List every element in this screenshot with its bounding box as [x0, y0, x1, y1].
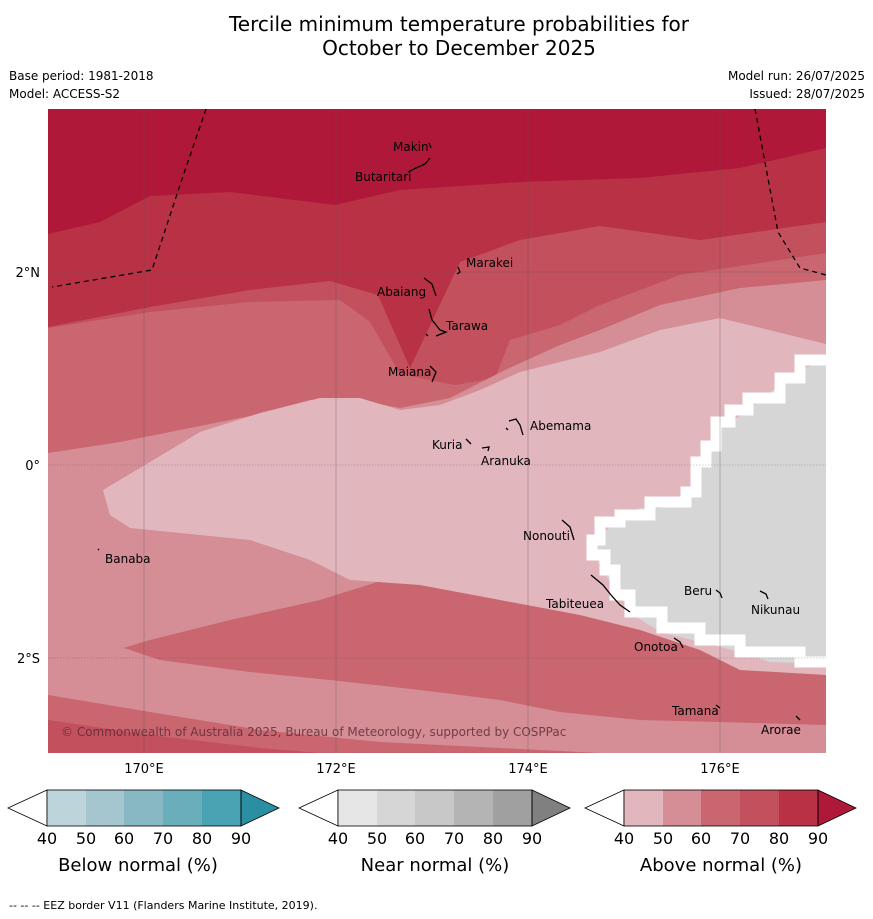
cb-tick: 90	[808, 829, 828, 848]
cb-tick: 70	[153, 829, 173, 848]
lat-axis: 2°N 0° 2°S	[16, 266, 41, 667]
island-label: Kuria	[432, 438, 463, 452]
island-label: Nonouti	[523, 529, 570, 543]
model-name: Model: ACCESS-S2	[9, 87, 121, 101]
island-label: Marakei	[466, 256, 513, 270]
colorbar-below-title: Below normal (%)	[58, 855, 218, 876]
cb-tick: 50	[653, 829, 673, 848]
lat-tick: 2°S	[17, 652, 40, 667]
lat-tick: 0°	[25, 459, 40, 474]
island-shapes	[97, 142, 801, 721]
island-label: Makin	[393, 140, 429, 154]
island-label: Tarawa	[445, 319, 488, 333]
island-label: Onotoa	[634, 640, 678, 654]
cb-tick: 80	[483, 829, 503, 848]
cb-tick: 60	[691, 829, 711, 848]
lon-tick: 170°E	[124, 762, 164, 777]
colorbar-below-ticks: 40 50 60 70 80 90	[37, 829, 251, 848]
cb-tick: 70	[444, 829, 464, 848]
cb-tick: 80	[192, 829, 212, 848]
island-label: Banaba	[105, 552, 151, 566]
copyright-note: © Commonwealth of Australia 2025, Bureau…	[61, 725, 566, 739]
lon-tick: 174°E	[508, 762, 548, 777]
island-labels: Makin Butaritari Marakei Abaiang Tarawa …	[105, 140, 801, 737]
island-label: Tabiteuea	[545, 597, 604, 611]
lat-tick: 2°N	[16, 266, 41, 281]
model-run: Model run: 26/07/2025	[727, 69, 865, 83]
near-normal-edge	[586, 354, 826, 668]
island-label: Butaritari	[355, 170, 412, 184]
island-label: Tamana	[671, 704, 719, 718]
island-label: Maiana	[388, 365, 431, 379]
map-area: Makin Butaritari Marakei Abaiang Tarawa …	[48, 109, 826, 753]
cb-tick: 90	[231, 829, 251, 848]
colorbar-above-ticks: 40 50 60 70 80 90	[614, 829, 828, 848]
island-label: Abaiang	[377, 285, 426, 299]
eez-legend-note: -- -- -- EEZ border V11 (Flanders Marine…	[9, 899, 318, 912]
cb-tick: 60	[114, 829, 134, 848]
cb-tick: 40	[614, 829, 634, 848]
island-label: Aranuka	[481, 454, 531, 468]
cb-tick: 70	[730, 829, 750, 848]
meta-right: Model run: 26/07/2025 Issued: 28/07/2025	[728, 67, 865, 103]
cb-tick: 50	[76, 829, 96, 848]
band-above-50-inner	[48, 620, 826, 753]
title-line-1: Tercile minimum temperature probabilitie…	[228, 12, 690, 36]
cb-tick: 50	[367, 829, 387, 848]
cb-tick: 80	[769, 829, 789, 848]
title-line-2: October to December 2025	[322, 36, 596, 60]
cb-tick: 40	[328, 829, 348, 848]
band-above-60-inner	[48, 695, 600, 753]
colorbar-above	[584, 789, 857, 827]
island-label: Nikunau	[751, 603, 800, 617]
meta-left: Base period: 1981-2018 Model: ACCESS-S2	[9, 67, 154, 103]
colorbar-below	[7, 789, 280, 827]
colorbar-near-title: Near normal (%)	[361, 855, 510, 876]
colorbar-near	[298, 789, 571, 827]
base-period: Base period: 1981-2018	[9, 69, 154, 83]
cb-tick: 60	[405, 829, 425, 848]
island-label: Abemama	[530, 419, 591, 433]
cb-tick: 40	[37, 829, 57, 848]
map-title: Tercile minimum temperature probabilitie…	[0, 12, 873, 60]
island-label: Beru	[684, 584, 712, 598]
island-label: Arorae	[761, 723, 801, 737]
lon-axis: 170°E 172°E 174°E 176°E	[124, 762, 740, 777]
colorbar-above-title: Above normal (%)	[640, 855, 802, 876]
issued-date: Issued: 28/07/2025	[749, 87, 865, 101]
colorbar-near-ticks: 40 50 60 70 80 90	[328, 829, 542, 848]
eez-border	[51, 109, 826, 288]
lon-tick: 176°E	[700, 762, 740, 777]
lon-tick: 172°E	[316, 762, 356, 777]
cb-tick: 90	[522, 829, 542, 848]
band-above-70-inner	[48, 720, 320, 753]
graticule	[48, 109, 826, 753]
band-near-40	[590, 360, 826, 664]
